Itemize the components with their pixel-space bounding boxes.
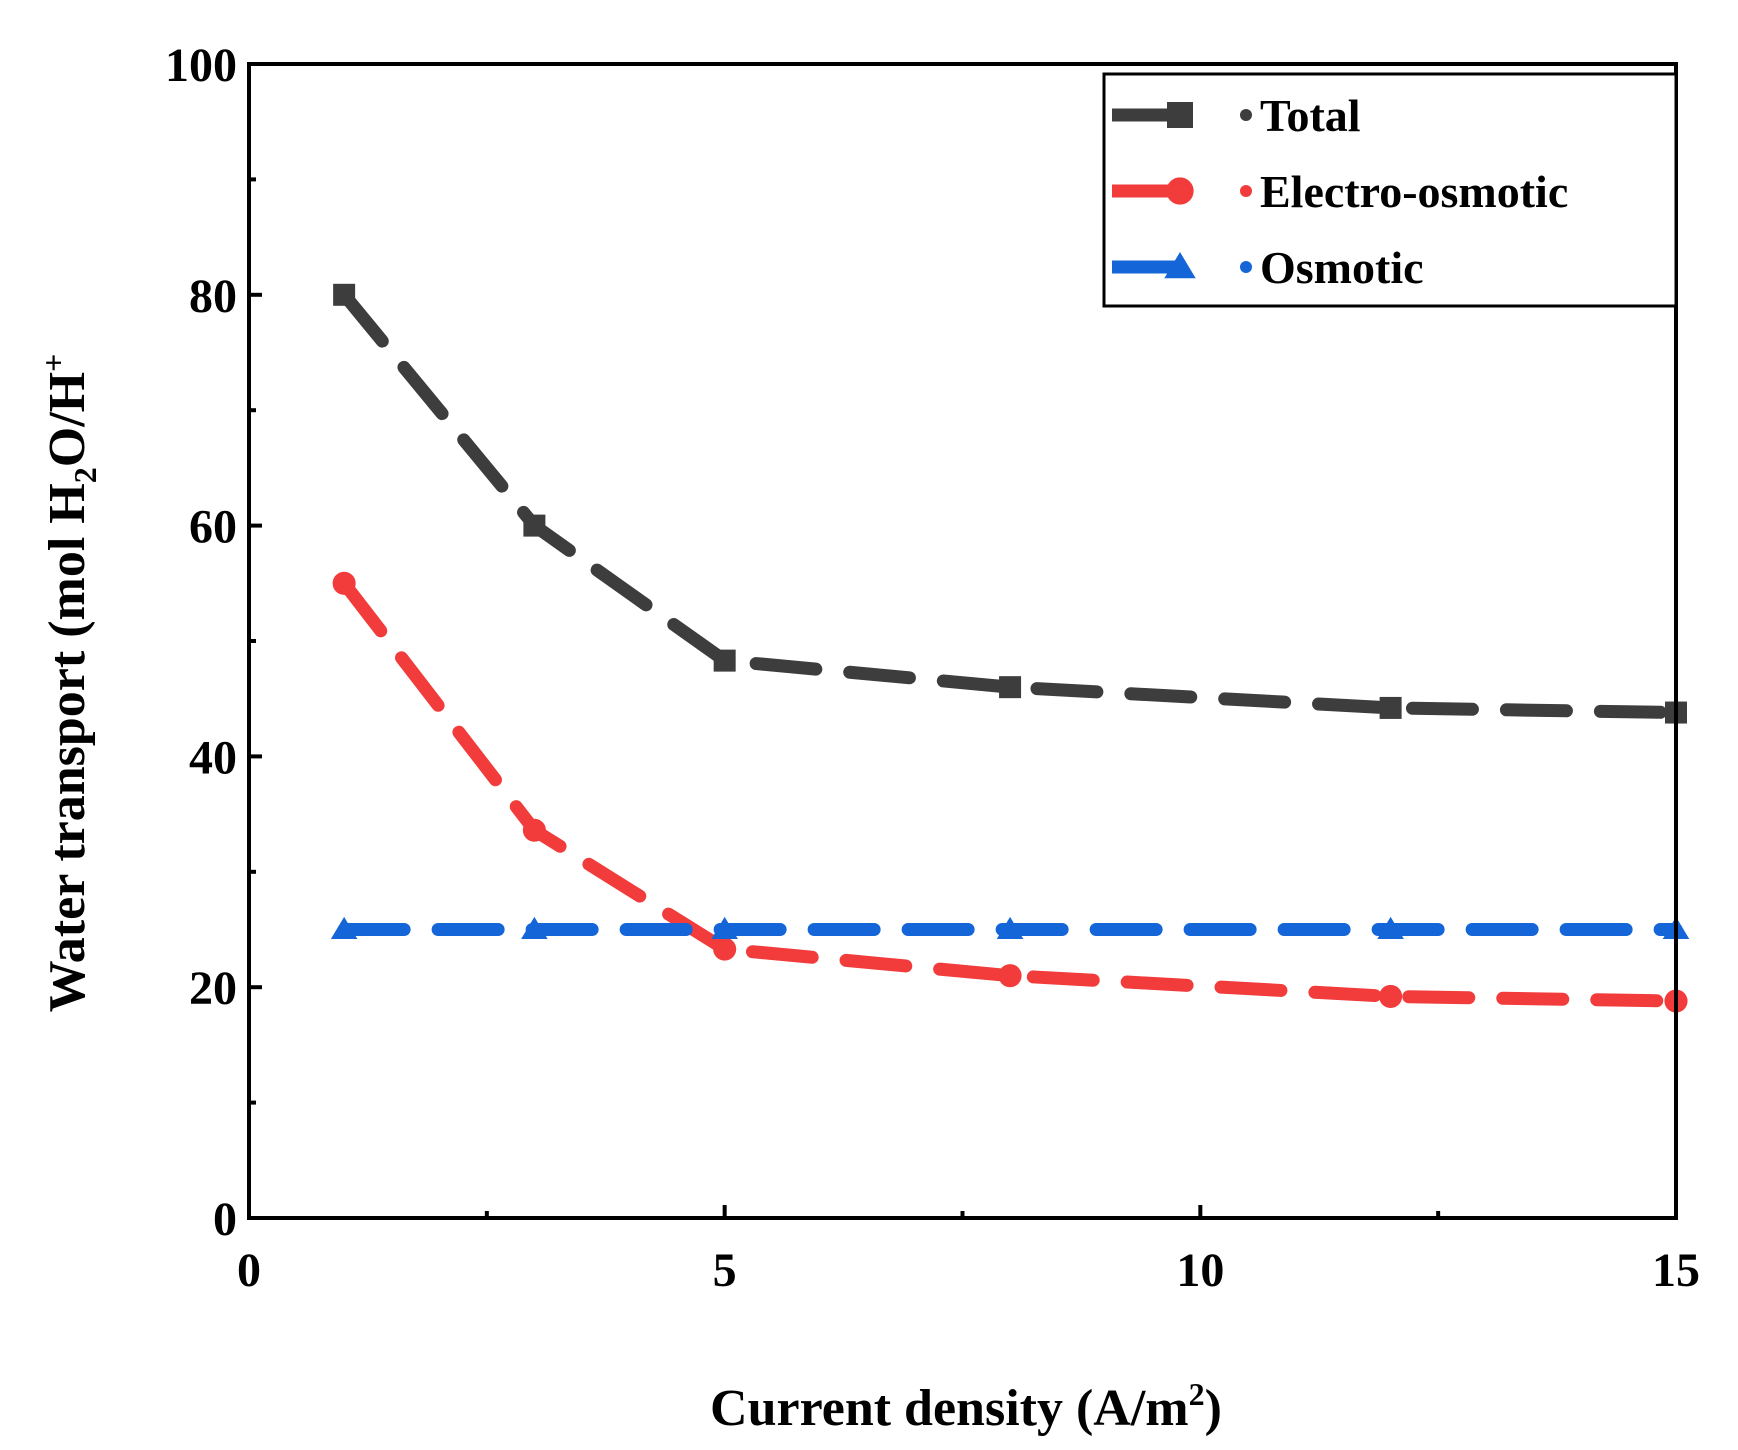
data-point-osmotic: [996, 916, 1024, 939]
legend-marker-total: [1167, 102, 1193, 128]
y-tick-label: 40: [189, 731, 237, 784]
x-tick-label: 0: [237, 1244, 261, 1297]
legend-item-osmotic: Osmotic: [1112, 242, 1424, 293]
data-point-electro-osmotic: [713, 937, 737, 961]
x-axis-title: Current density (A/m2): [710, 1376, 1222, 1437]
data-point-electro-osmotic: [1379, 984, 1403, 1008]
legend-marker-electro-osmotic: [1166, 177, 1194, 205]
series-layer: [330, 283, 1690, 1013]
series-total: [333, 283, 1687, 724]
legend-item-electro-osmotic: Electro-osmotic: [1112, 166, 1568, 217]
data-point-osmotic: [711, 916, 738, 939]
series-osmotic: [330, 916, 1690, 939]
y-tick-label: 60: [189, 501, 237, 554]
data-point-electro-osmotic: [998, 964, 1022, 988]
data-point-total: [523, 514, 546, 537]
legend-dot-total: [1240, 109, 1252, 121]
y-tick-label: 100: [165, 39, 237, 92]
x-tick-label: 15: [1652, 1244, 1700, 1297]
legend-box: [1102, 72, 1678, 308]
data-point-osmotic: [330, 916, 358, 939]
legend-dot-osmotic: [1240, 261, 1252, 273]
series-electro-osmotic: [332, 571, 1688, 1013]
legend-label-total: Total: [1260, 90, 1361, 141]
legend-label-osmotic: Osmotic: [1260, 242, 1424, 293]
data-point-electro-osmotic: [522, 818, 546, 842]
y-tick-label: 80: [189, 270, 237, 323]
y-tick-label: 0: [213, 1193, 237, 1246]
data-point-total: [1379, 696, 1402, 719]
series-line-total: [337, 288, 1683, 720]
legend: Total Electro-osmotic Osmotic: [1102, 72, 1678, 308]
series-line-electro-osmotic: [337, 576, 1683, 1008]
axes: 0 5 10 15 0 20 40 60 80 100: [165, 39, 1700, 1297]
y-axis-title: Water transport (mol H2O/H+: [35, 354, 103, 1013]
data-point-total: [713, 649, 736, 672]
x-tick-label: 10: [1176, 1244, 1224, 1297]
data-point-osmotic: [1377, 916, 1404, 939]
legend-item-total: Total: [1112, 90, 1361, 141]
data-point-osmotic: [521, 916, 548, 939]
x-tick-label: 5: [713, 1244, 737, 1297]
legend-label-electro-osmotic: Electro-osmotic: [1260, 166, 1568, 217]
legend-dot-electro-osmotic: [1240, 185, 1252, 197]
data-point-total: [999, 676, 1022, 699]
data-point-total: [333, 283, 356, 306]
legend-marker-osmotic: [1164, 252, 1196, 279]
data-point-electro-osmotic: [332, 571, 356, 595]
y-tick-label: 20: [189, 962, 237, 1015]
